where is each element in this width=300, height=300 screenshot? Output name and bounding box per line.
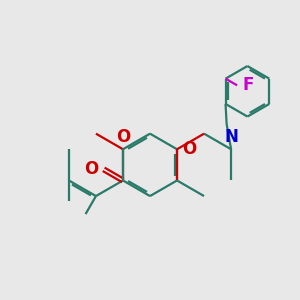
Text: N: N	[224, 128, 238, 146]
Text: O: O	[84, 160, 98, 178]
Text: O: O	[116, 128, 130, 146]
Text: O: O	[182, 140, 197, 158]
Text: F: F	[242, 76, 254, 94]
